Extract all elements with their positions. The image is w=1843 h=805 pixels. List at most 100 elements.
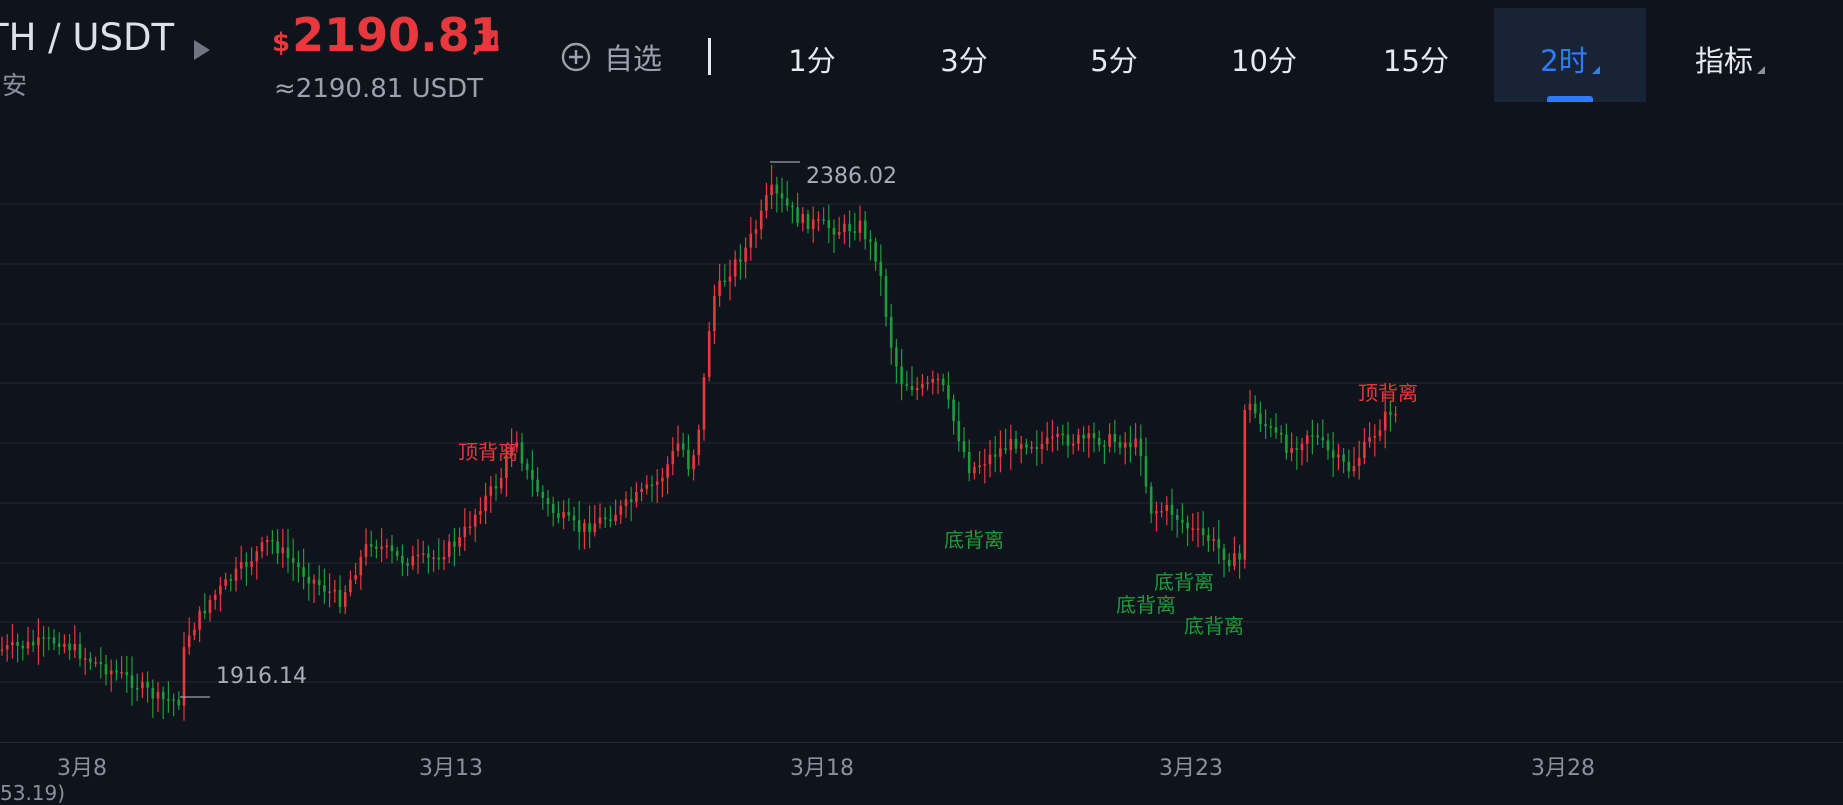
candle <box>926 375 929 391</box>
candle <box>0 636 4 656</box>
candle <box>187 617 191 655</box>
candle <box>94 656 97 668</box>
candle <box>697 424 701 466</box>
candle <box>427 545 430 574</box>
candle <box>895 338 898 384</box>
candle <box>208 595 212 622</box>
candle <box>1352 446 1356 477</box>
candle <box>375 539 378 559</box>
tab-label: 2时 <box>1540 44 1588 78</box>
x-tick-label: 3月13 <box>419 756 483 781</box>
candle <box>484 482 487 525</box>
candle <box>1045 421 1049 451</box>
tab-3m[interactable]: 3分 <box>904 8 1024 102</box>
candle <box>1285 423 1288 460</box>
candle <box>1342 448 1345 474</box>
candle <box>1144 437 1148 494</box>
candle <box>520 432 524 472</box>
candle <box>650 475 654 502</box>
tab-2h[interactable]: 2时 <box>1494 8 1646 102</box>
candle <box>26 626 30 655</box>
add-favorite-button[interactable]: 自选 <box>560 36 662 78</box>
tab-1m[interactable]: 1分 <box>752 8 872 102</box>
tab-15m[interactable]: 15分 <box>1356 8 1476 102</box>
indicator-menu[interactable]: 指标 <box>1670 8 1790 102</box>
candle <box>323 568 326 604</box>
candle <box>203 593 207 620</box>
divergence-label: 底背离 <box>1116 593 1176 617</box>
candle <box>1311 419 1314 455</box>
candle <box>978 451 981 474</box>
candle <box>687 434 690 477</box>
candle <box>1103 439 1106 464</box>
candle <box>11 623 14 659</box>
candle <box>42 626 45 657</box>
candle <box>406 557 409 577</box>
candle <box>884 268 888 327</box>
candle <box>250 547 253 576</box>
candle <box>52 629 56 651</box>
candle <box>146 671 149 703</box>
candle <box>1238 544 1241 579</box>
arrow-up-right-icon <box>473 30 498 55</box>
candle <box>1129 425 1132 463</box>
candle <box>1113 419 1117 453</box>
candle <box>364 528 368 566</box>
candle <box>47 626 51 651</box>
candle <box>89 652 92 670</box>
candle <box>718 263 721 307</box>
candle <box>1123 432 1127 465</box>
candle <box>276 529 279 565</box>
tab-label: 10分 <box>1231 44 1297 78</box>
candle <box>333 579 337 603</box>
play-icon[interactable] <box>194 40 210 60</box>
candle <box>1186 515 1189 546</box>
candle <box>1357 440 1361 480</box>
candle <box>614 499 617 526</box>
candle <box>385 538 389 559</box>
candle <box>780 177 784 213</box>
candle <box>853 212 857 241</box>
tab-10m[interactable]: 10分 <box>1204 8 1324 102</box>
candle <box>858 205 862 242</box>
candle <box>843 214 846 245</box>
candle <box>63 634 66 654</box>
candle <box>1269 418 1273 438</box>
candle <box>1363 428 1366 465</box>
candle <box>1243 404 1247 569</box>
candle <box>1181 503 1184 534</box>
divergence-label: 顶背离 <box>458 440 518 464</box>
candle <box>681 432 685 458</box>
candle <box>759 199 763 240</box>
candle <box>817 211 820 232</box>
candle <box>1201 511 1205 547</box>
candle <box>193 622 196 641</box>
candle <box>16 633 19 663</box>
candle <box>411 545 415 571</box>
candle <box>120 656 123 679</box>
candle <box>369 530 373 557</box>
candle <box>447 534 451 564</box>
candle <box>505 445 508 497</box>
candle <box>1118 435 1122 455</box>
candle <box>910 366 914 396</box>
candle <box>109 659 113 692</box>
candle <box>609 505 612 528</box>
dropdown-triangle-icon <box>1757 66 1765 74</box>
candle <box>1092 422 1096 453</box>
candle <box>1212 527 1215 552</box>
candle <box>245 552 248 586</box>
candle <box>785 180 789 212</box>
candle <box>744 237 747 279</box>
candle <box>297 550 300 583</box>
candle <box>380 528 383 562</box>
candle <box>1155 501 1158 532</box>
candle <box>182 631 186 721</box>
candle <box>546 490 550 517</box>
candle <box>1383 392 1387 449</box>
candle <box>21 640 25 661</box>
tab-5m[interactable]: 5分 <box>1054 8 1174 102</box>
candle <box>947 371 950 409</box>
candle <box>1097 430 1101 452</box>
